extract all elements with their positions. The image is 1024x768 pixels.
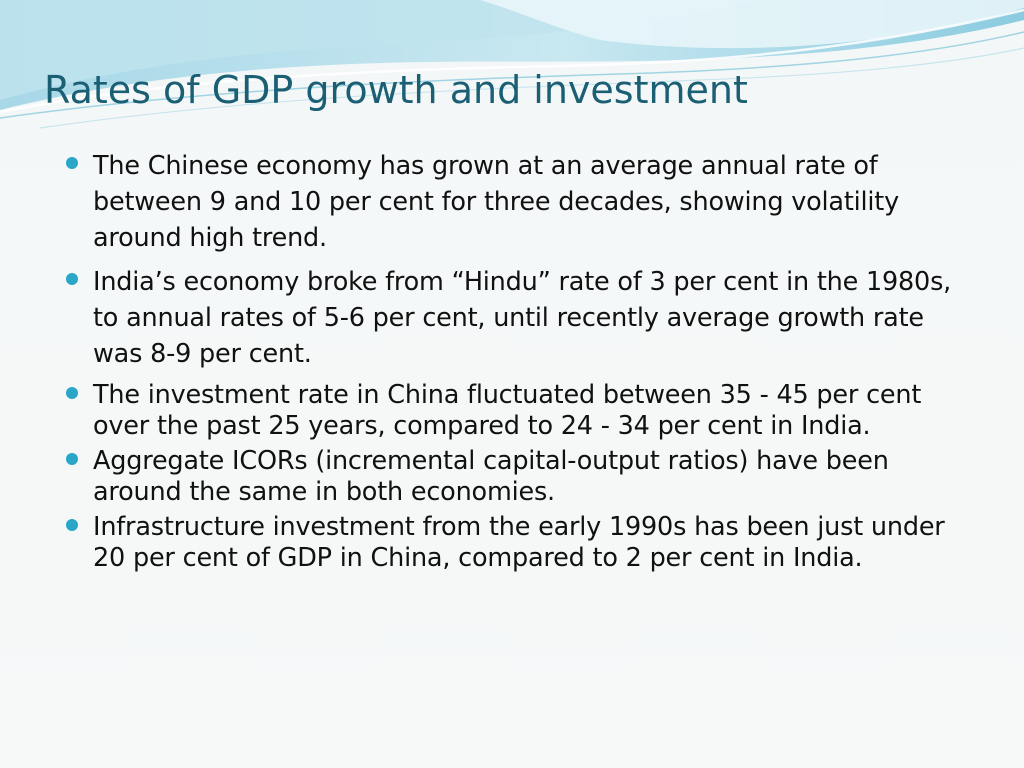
bullet-dot-icon: [66, 387, 78, 399]
bullet-dot-icon: [66, 519, 78, 531]
bullet-item: The investment rate in China fluctuated …: [66, 380, 966, 442]
bullet-text: India’s economy broke from “Hindu” rate …: [93, 267, 952, 369]
bullet-item: Aggregate ICORs (incremental capital-out…: [66, 446, 966, 508]
bullet-item: India’s economy broke from “Hindu” rate …: [66, 264, 966, 372]
bullet-dot-icon: [66, 453, 78, 465]
bullet-dot-icon: [66, 157, 78, 169]
bullet-text: Aggregate ICORs (incremental capital-out…: [93, 446, 889, 507]
bullet-item: The Chinese economy has grown at an aver…: [66, 148, 966, 256]
wave-header-decoration: [0, 0, 1024, 129]
bullet-item: Infrastructure investment from the early…: [66, 512, 966, 574]
bullet-text: The investment rate in China fluctuated …: [93, 380, 922, 441]
bullet-dot-icon: [66, 273, 78, 285]
bullet-text: Infrastructure investment from the early…: [93, 512, 945, 573]
slide-title: Rates of GDP growth and investment: [44, 68, 748, 112]
bullet-list: The Chinese economy has grown at an aver…: [66, 148, 966, 578]
bullet-text: The Chinese economy has grown at an aver…: [93, 151, 899, 253]
